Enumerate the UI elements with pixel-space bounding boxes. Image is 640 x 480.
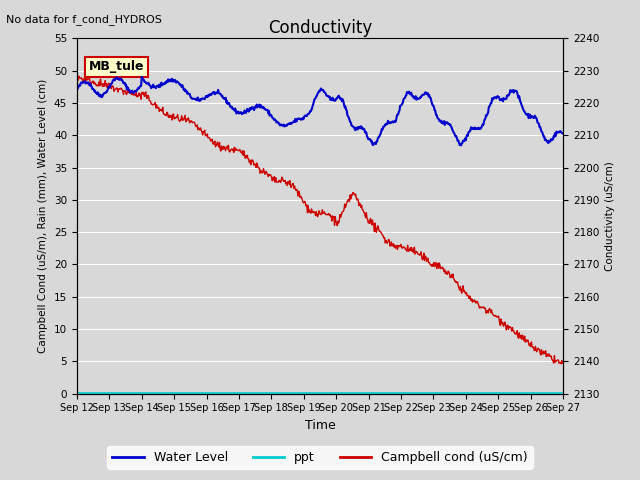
Text: MB_tule: MB_tule <box>89 60 145 73</box>
X-axis label: Time: Time <box>305 419 335 432</box>
Y-axis label: Conductivity (uS/cm): Conductivity (uS/cm) <box>605 161 615 271</box>
Text: No data for f_cond_HYDROS: No data for f_cond_HYDROS <box>6 14 163 25</box>
Y-axis label: Campbell Cond (uS/m), Rain (mm), Water Level (cm): Campbell Cond (uS/m), Rain (mm), Water L… <box>38 79 48 353</box>
Legend: Water Level, ppt, Campbell cond (uS/cm): Water Level, ppt, Campbell cond (uS/cm) <box>108 446 532 469</box>
Title: Conductivity: Conductivity <box>268 19 372 37</box>
